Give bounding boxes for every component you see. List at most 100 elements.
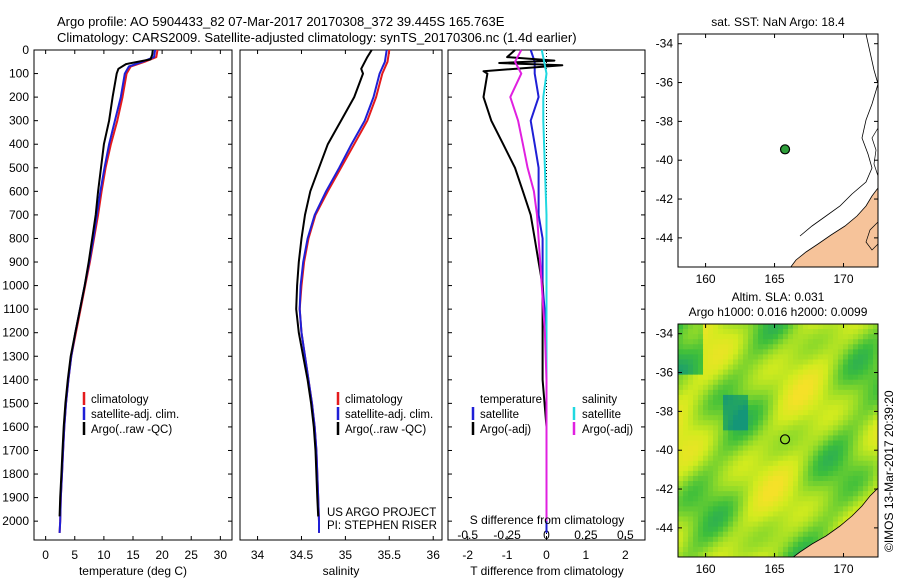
sla-cell [693, 415, 699, 421]
sla-cell [733, 349, 739, 355]
sla-cell [678, 551, 684, 557]
sla-cell [823, 481, 829, 487]
sla-cell [703, 445, 709, 452]
sla-cell [718, 344, 724, 350]
sla-cell [763, 420, 769, 426]
sla-cell [813, 349, 819, 355]
sla-cell [728, 334, 734, 340]
sla-cell [753, 521, 759, 528]
sla-cell [708, 334, 714, 340]
sla-cell [768, 470, 774, 477]
sla-cell [768, 475, 774, 482]
sla-cell [778, 410, 784, 416]
sla-cell [713, 521, 719, 528]
sla-cell [723, 399, 729, 406]
sla-cell [693, 329, 699, 335]
sla-cell [733, 384, 739, 391]
sla-cell [778, 475, 784, 482]
sla-cell [793, 486, 799, 492]
depth-tick-label: 800 [9, 231, 29, 245]
sla-cell [693, 344, 699, 350]
sla-cell [798, 440, 804, 446]
sla-cell [858, 455, 864, 462]
sla-cell [853, 339, 859, 345]
sla-cell [853, 344, 859, 350]
sla-cell [698, 491, 704, 497]
sla-cell [703, 521, 709, 528]
sla-cell [758, 506, 764, 512]
sla-cell [823, 405, 829, 411]
sla-cell [858, 349, 864, 355]
sla-cell [743, 415, 749, 421]
sla-cell [748, 501, 754, 507]
sla-cell [818, 475, 824, 482]
sla-cell [783, 415, 789, 421]
legend-label-salinity-satellite: satellite [582, 409, 621, 421]
sla-cell [793, 410, 799, 416]
sla-cell [738, 511, 744, 517]
sla-cell [823, 354, 829, 360]
sst-map-title: sat. SST: NaN Argo: 18.4 [711, 15, 845, 29]
sla-cell [828, 394, 834, 401]
sla-cell [708, 511, 714, 517]
sla-cell [728, 501, 734, 507]
sla-cell [823, 460, 829, 467]
sla-cell [693, 511, 699, 517]
sla-cell [858, 384, 864, 391]
sla-cell [838, 521, 844, 528]
sla-cell [788, 496, 794, 502]
sla-cell [748, 379, 754, 386]
sla-cell [703, 546, 709, 553]
sla-cell [688, 420, 694, 426]
sla-cell [758, 374, 764, 381]
sla-cell [828, 521, 834, 528]
sla-cell [733, 425, 739, 431]
sla-cell [838, 364, 844, 370]
sla-cell [783, 455, 789, 462]
sla-cell [768, 374, 774, 381]
sla-cell [868, 374, 874, 381]
sla-cell [743, 369, 749, 376]
sla-cell [858, 410, 864, 416]
sla-cell [763, 329, 769, 335]
sla-cell [848, 399, 854, 406]
sla-cell [818, 531, 824, 538]
sla-cell [838, 384, 844, 391]
sla-cell [723, 460, 729, 467]
sla-cell [718, 496, 724, 502]
sla-cell [773, 541, 779, 548]
sla-cell [818, 455, 824, 462]
sla-cell [743, 450, 749, 457]
sla-cell [748, 435, 754, 441]
sla-cell [738, 440, 744, 446]
sla-cell [703, 511, 709, 517]
sla-cell [808, 435, 814, 441]
sla-cell [743, 445, 749, 452]
sla-cell [698, 374, 704, 381]
sla-cell [743, 374, 749, 381]
sla-cell [728, 486, 734, 492]
sla-cell [808, 475, 814, 482]
sla-cell [808, 415, 814, 421]
sla-cell [683, 435, 689, 441]
sla-cell [678, 364, 684, 370]
sla-cell [833, 440, 839, 446]
sla-cell [843, 430, 849, 436]
sla-cell [868, 450, 874, 457]
sla-cell [753, 364, 759, 370]
sla-cell [848, 379, 854, 386]
sla-cell [733, 506, 739, 512]
sla-cell [858, 425, 864, 431]
sla-cell [768, 516, 774, 522]
sla-cell [798, 475, 804, 482]
sla-cell [808, 410, 814, 416]
sla-cell [803, 481, 809, 487]
sla-cell [723, 324, 729, 330]
sla-cell [768, 339, 774, 345]
sla-cell [768, 369, 774, 376]
sla-cell [808, 379, 814, 386]
sla-cell [688, 389, 694, 396]
sla-cell [718, 521, 724, 528]
sla-cell [738, 546, 744, 553]
sla-cell [828, 496, 834, 502]
